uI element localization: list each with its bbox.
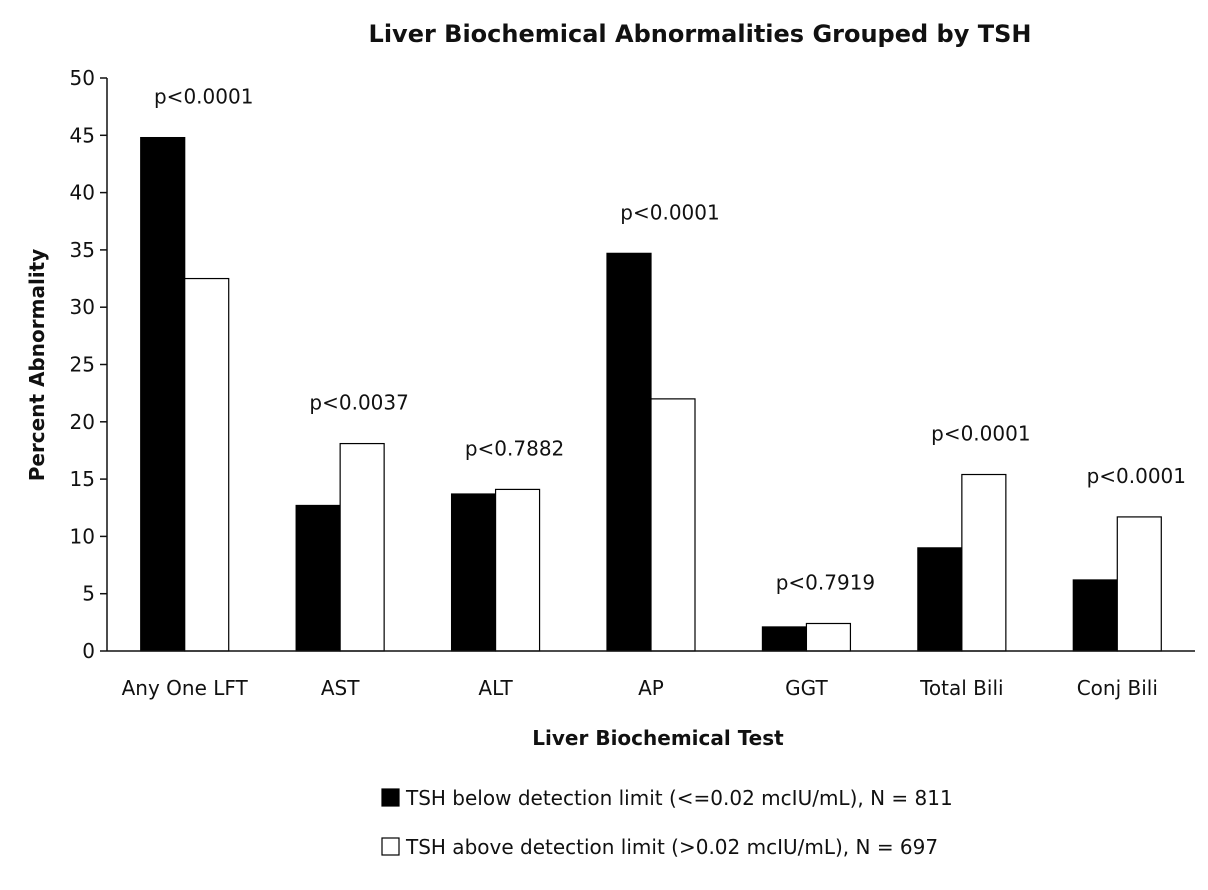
x-tick-label: GGT xyxy=(785,676,828,700)
y-tick-label: 20 xyxy=(70,410,95,434)
y-tick-label: 25 xyxy=(70,353,95,377)
x-tick-label: Total Bili xyxy=(919,676,1003,700)
y-axis: 0 5 10 15 20 25 30 35 40 45 50 xyxy=(70,66,107,663)
bars-group xyxy=(140,136,1162,652)
x-axis-title: Liver Biochemical Test xyxy=(532,726,784,750)
p-value-label: p<0.7882 xyxy=(465,436,564,460)
y-tick-label: 30 xyxy=(70,295,95,319)
p-value-label: p<0.0001 xyxy=(931,422,1030,446)
y-tick-label: 10 xyxy=(70,524,95,548)
y-axis-title: Percent Abnormality xyxy=(25,249,49,482)
y-tick-label: 15 xyxy=(70,467,95,491)
bar-tsh-above xyxy=(494,488,541,652)
y-tick-label: 5 xyxy=(82,582,95,606)
p-value-label: p<0.7919 xyxy=(776,570,875,594)
bar-tsh-above xyxy=(650,398,696,652)
p-value-label: p<0.0001 xyxy=(620,200,719,224)
p-value-label: p<0.0001 xyxy=(154,85,253,109)
x-tick-label: AST xyxy=(321,676,360,700)
p-value-label: p<0.0001 xyxy=(1087,464,1186,488)
y-tick-label: 0 xyxy=(82,639,95,663)
y-tick-label: 50 xyxy=(70,66,95,90)
x-tick-label: Conj Bili xyxy=(1077,676,1158,700)
bar-tsh-below xyxy=(606,252,652,652)
bar-tsh-below xyxy=(761,626,808,652)
legend-label-above: TSH above detection limit (>0.02 mcIU/mL… xyxy=(405,835,938,859)
x-tick-label: ALT xyxy=(478,676,513,700)
bar-tsh-below xyxy=(140,136,186,652)
y-tick-label: 35 xyxy=(70,238,95,262)
p-value-label: p<0.0037 xyxy=(309,391,408,415)
bar-tsh-above xyxy=(961,473,1007,652)
x-tick-label: Any One LFT xyxy=(122,676,249,700)
bar-tsh-above xyxy=(805,622,852,652)
x-tick-label: AP xyxy=(638,676,664,700)
bar-tsh-above xyxy=(339,442,385,652)
y-tick-label: 40 xyxy=(70,181,95,205)
bar-tsh-below xyxy=(1072,579,1118,652)
bar-tsh-above xyxy=(184,277,230,652)
bar-tsh-above xyxy=(1116,516,1162,652)
p-value-annotations: p<0.0001 p<0.0037 p<0.7882 p<0.0001 p<0.7919… xyxy=(154,85,1186,595)
bar-tsh-below xyxy=(450,493,497,652)
legend: TSH below detection limit (<=0.02 mcIU/m… xyxy=(381,786,953,859)
x-axis: Any One LFT AST ALT AP GGT Total Bili Conj Bil… xyxy=(122,676,1158,700)
legend-label-below: TSH below detection limit (<=0.02 mcIU/m… xyxy=(405,786,953,810)
legend-swatch-above xyxy=(381,837,400,856)
chart-title: Liver Biochemical Abnormalities Grouped … xyxy=(369,20,1032,48)
bar-tsh-below xyxy=(917,547,963,652)
legend-swatch-below xyxy=(381,788,400,807)
y-tick-label: 45 xyxy=(70,123,95,147)
bar-tsh-below xyxy=(295,504,341,652)
